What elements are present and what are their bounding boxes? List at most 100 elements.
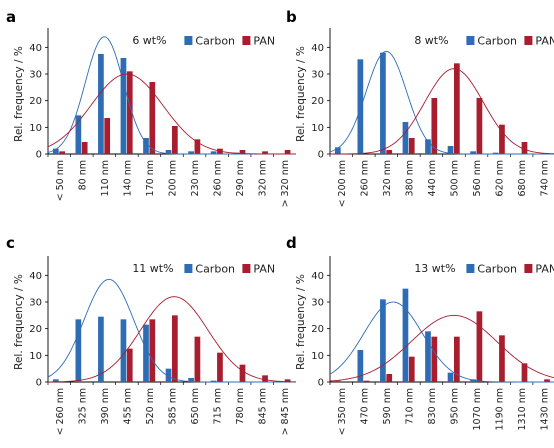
x-tick-label: 290 nm (235, 160, 246, 196)
x-tick-label: 260 nm (359, 160, 370, 196)
concentration-label: 6 wt% (132, 34, 166, 47)
legend-swatch-carbon (184, 36, 193, 45)
fit-curve-carbon (329, 301, 554, 383)
bar-carbon (334, 380, 341, 382)
y-tick-label: 30 (29, 298, 42, 309)
bar-pan (126, 348, 133, 382)
fit-curve-carbon (329, 50, 554, 155)
bar-carbon (52, 379, 59, 382)
bar-pan (476, 311, 483, 382)
x-tick-label: 830 nm (427, 388, 438, 424)
panel-letter: a (6, 8, 16, 26)
x-tick-label: 80 nm (77, 160, 88, 190)
concentration-label: 13 wt% (414, 262, 455, 275)
x-tick-label: 710 nm (404, 388, 415, 424)
bar-carbon (75, 319, 82, 382)
y-tick-label: 0 (36, 150, 42, 161)
bar-carbon (425, 331, 431, 382)
x-tick-label: 170 nm (145, 160, 156, 196)
panel-c: c Rel. frequency / % 0 10 20 30 40 < 260 nm 325 … (6, 234, 297, 435)
x-tick-label: 320 nm (382, 160, 393, 196)
x-tick-label: 390 nm (100, 388, 111, 424)
y-axis-label: Rel. frequency / % (295, 274, 307, 370)
x-tick-label: 780 nm (235, 388, 246, 424)
bar-carbon (357, 350, 364, 382)
x-tick-label: 1070 nm (472, 388, 483, 430)
legend-label-carbon: Carbon (195, 263, 235, 276)
concentration-label: 8 wt% (414, 34, 448, 47)
y-tick-label: 40 (29, 271, 42, 282)
bar-pan (194, 139, 201, 154)
bar-pan (431, 98, 438, 154)
bar-carbon (188, 378, 194, 382)
y-tick-label: 0 (318, 150, 324, 161)
bar-carbon (120, 319, 127, 382)
bar-carbon (52, 148, 59, 154)
bar-pan (149, 319, 156, 382)
legend-swatch-pan (242, 36, 251, 45)
bar-pan (239, 150, 246, 154)
x-tick-label: 230 nm (190, 160, 201, 196)
bar-pan (499, 124, 505, 154)
bar-carbon (402, 288, 409, 382)
bar-carbon (470, 379, 476, 382)
legend-label-carbon: Carbon (477, 263, 517, 276)
bar-carbon (143, 324, 149, 382)
bar-pan (239, 364, 246, 382)
legend-label-carbon: Carbon (477, 35, 517, 48)
y-tick-label: 0 (36, 378, 42, 389)
legend-label-carbon: Carbon (195, 35, 235, 48)
x-tick-label: < 350 nm (337, 388, 348, 435)
fit-curve-pan (329, 314, 554, 382)
bar-pan (217, 352, 223, 382)
legend-label-pan: PAN (253, 263, 275, 276)
legend-label-pan: PAN (253, 35, 275, 48)
bar-carbon (470, 151, 476, 154)
y-tick-label: 40 (311, 271, 324, 282)
bar-carbon (492, 152, 499, 154)
x-tick-label: < 200 nm (337, 160, 348, 207)
x-tick-label: 950 nm (450, 388, 461, 424)
concentration-label: 11 wt% (132, 262, 173, 275)
fit-curve-pan (47, 73, 296, 155)
legend-swatch-pan (524, 36, 533, 45)
legend-label-pan: PAN (535, 35, 554, 48)
y-tick-label: 10 (29, 123, 42, 134)
x-tick-label: 200 nm (168, 160, 179, 196)
y-tick-label: 30 (29, 70, 42, 81)
bar-pan (454, 336, 460, 382)
y-tick-label: 40 (311, 43, 324, 54)
bar-pan (149, 82, 156, 154)
bar-carbon (380, 52, 386, 154)
x-tick-label: 140 nm (122, 160, 133, 196)
y-tick-label: 40 (29, 43, 42, 54)
y-tick-label: 30 (311, 70, 324, 81)
y-axis-label: Rel. frequency / % (13, 274, 25, 370)
bar-pan (408, 138, 415, 154)
bar-pan (521, 363, 528, 382)
bar-pan (194, 336, 201, 382)
bar-pan (81, 142, 88, 154)
legend-swatch-pan (524, 264, 533, 273)
x-tick-label: 1430 nm (540, 388, 551, 430)
y-tick-label: 20 (311, 324, 324, 335)
y-tick-label: 20 (29, 324, 42, 335)
bar-carbon (447, 146, 454, 154)
bar-carbon (210, 380, 217, 382)
bar-pan (386, 374, 393, 382)
y-tick-label: 20 (29, 96, 42, 107)
bar-pan (499, 335, 505, 382)
fit-curve-carbon (47, 278, 296, 383)
bar-pan (172, 315, 178, 382)
bar-carbon (165, 368, 172, 382)
bar-carbon (380, 299, 386, 382)
bar-carbon (98, 54, 104, 154)
bar-carbon (98, 316, 104, 382)
panel-letter: c (6, 234, 15, 252)
y-tick-label: 20 (311, 96, 324, 107)
legend-swatch-pan (242, 264, 251, 273)
bar-carbon (334, 147, 341, 154)
bar-pan (262, 375, 268, 382)
bar-pan (262, 151, 268, 154)
